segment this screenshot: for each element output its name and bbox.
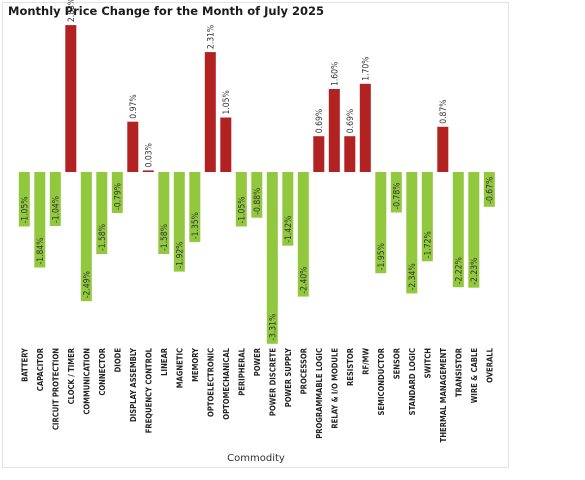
category-label-programmable-logic: PROGRAMMABLE LOGIC	[315, 348, 324, 439]
data-label-linear: -1.58%	[160, 224, 170, 251]
category-label-peripheral: PERIPHERAL	[237, 347, 246, 395]
bar-display-assembly	[127, 121, 139, 172]
category-label-circuit-protection: CIRCUIT PROTECTION	[51, 348, 60, 430]
category-label-display-assembly: DISPLAY ASSEMBLY	[129, 347, 138, 422]
bar-power	[251, 172, 263, 218]
data-label-display-assembly: 0.97%	[129, 94, 139, 118]
category-label-optomechanical: OPTOMECHANICAL	[222, 347, 231, 419]
data-label-switch: -1.72%	[423, 231, 433, 258]
category-label-semiconductor: SEMICONDUCTOR	[377, 347, 386, 415]
bar-magnetic	[173, 172, 185, 272]
category-label-communication: COMMUNICATION	[82, 348, 91, 415]
data-label-relay-i-o-module: 1.60%	[330, 62, 340, 86]
category-label-power-discrete: POWER DISCRETE	[268, 348, 277, 416]
bar-transistor	[452, 172, 464, 288]
category-label-overall: OVERALL	[485, 347, 494, 382]
category-label-switch: SWITCH	[423, 348, 432, 379]
bar-switch	[421, 172, 433, 262]
data-label-memory: -1.35%	[191, 212, 201, 239]
data-label-optoelectronic: 2.31%	[206, 25, 216, 49]
bar-communication	[80, 172, 92, 302]
data-label-frequency-control: 0.03%	[144, 143, 154, 167]
bar-resistor	[344, 136, 356, 172]
bar-sensor	[390, 172, 402, 213]
category-label-magnetic: MAGNETIC	[175, 348, 184, 388]
bar-linear	[158, 172, 170, 254]
data-label-circuit-protection: -1.04%	[51, 196, 61, 223]
data-label-optomechanical: 1.05%	[222, 90, 232, 114]
category-label-resistor: RESISTOR	[346, 347, 355, 386]
chart-title: Monthly Price Change for the Month of Ju…	[8, 4, 324, 18]
data-label-clock-timer: 2.83%	[67, 0, 77, 22]
data-label-resistor: 0.69%	[346, 109, 356, 133]
bar-memory	[189, 172, 201, 243]
category-label-linear: LINEAR	[160, 347, 169, 376]
bar-overall	[483, 172, 495, 207]
category-label-clock-timer: CLOCK / TIMER	[67, 347, 76, 404]
bar-processor	[297, 172, 309, 297]
category-label-standard-logic: STANDARD LOGIC	[408, 348, 417, 415]
category-label-rf-mw: RF/MW	[361, 348, 370, 375]
data-label-thermal-management: 0.87%	[439, 100, 449, 124]
category-label-transistor: TRANSISTOR	[454, 347, 463, 397]
category-label-diode: DIODE	[113, 348, 122, 373]
data-label-sensor: -0.78%	[392, 182, 402, 209]
data-label-power-discrete: -3.31%	[268, 314, 278, 341]
x-axis-title: Commodity	[227, 453, 285, 464]
bar-wire-cable	[468, 172, 480, 288]
category-label-processor: PROCESSOR	[299, 347, 308, 394]
data-label-connector: -1.58%	[98, 224, 108, 251]
data-label-standard-logic: -2.34%	[408, 263, 418, 290]
category-label-sensor: SENSOR	[392, 347, 401, 379]
data-label-overall: -0.67%	[485, 177, 495, 204]
data-label-power-supply: -1.42%	[284, 216, 294, 243]
data-label-semiconductor: -1.95%	[377, 243, 387, 270]
data-label-power: -0.88%	[253, 188, 263, 215]
bar-clock-timer	[65, 25, 77, 172]
bar-frequency-control	[142, 170, 154, 172]
bar-relay-i-o-module	[328, 89, 340, 172]
bar-standard-logic	[406, 172, 418, 294]
data-label-battery: -1.05%	[20, 196, 30, 223]
category-label-power: POWER	[253, 347, 262, 376]
category-labels-layer: BATTERY CAPACITOR CIRCUIT PROTECTION CLOCK …	[20, 347, 494, 442]
data-label-capacitor: -1.84%	[36, 237, 46, 264]
data-label-magnetic: -1.92%	[175, 242, 185, 269]
data-label-peripheral: -1.05%	[237, 196, 247, 223]
category-label-relay-i-o-module: RELAY & I/O MODULE	[330, 348, 339, 429]
bar-connector	[96, 172, 108, 254]
category-label-thermal-management: THERMAL MANAGEMENT	[439, 348, 448, 443]
data-label-processor: -2.40%	[299, 267, 309, 294]
bar-thermal-management	[437, 126, 449, 172]
data-labels-layer: -1.05% -1.84% -1.04% 2.83% -2.49% -1.58% -0.79…	[20, 0, 495, 341]
bar-power-discrete	[266, 172, 278, 344]
category-label-connector: CONNECTOR	[98, 347, 107, 395]
data-label-diode: -0.79%	[113, 183, 123, 210]
bar-peripheral	[235, 172, 247, 227]
bar-battery	[18, 172, 30, 227]
category-label-capacitor: CAPACITOR	[36, 347, 45, 391]
category-label-optoelectronic: OPTOELECTRONIC	[206, 348, 215, 417]
bar-circuit-protection	[49, 172, 61, 226]
bar-rf-mw	[359, 83, 371, 172]
bar-optomechanical	[220, 117, 232, 172]
category-label-wire-cable: WIRE & CABLE	[470, 348, 479, 404]
data-label-rf-mw: 1.70%	[361, 57, 371, 81]
category-label-battery: BATTERY	[20, 347, 29, 382]
data-label-transistor: -2.22%	[454, 257, 464, 284]
data-label-programmable-logic: 0.69%	[315, 109, 325, 133]
data-label-wire-cable: -2.23%	[470, 258, 480, 285]
bar-semiconductor	[375, 172, 387, 274]
bar-power-supply	[282, 172, 294, 246]
bars-layer	[18, 25, 495, 344]
data-label-communication: -2.49%	[82, 271, 92, 298]
category-label-memory: MEMORY	[191, 347, 200, 382]
category-label-frequency-control: FREQUENCY CONTROL	[144, 347, 153, 433]
category-label-power-supply: POWER SUPPLY	[284, 347, 293, 407]
bar-optoelectronic	[204, 52, 216, 172]
bar-diode	[111, 172, 123, 213]
bar-capacitor	[34, 172, 46, 268]
bar-programmable-logic	[313, 136, 325, 172]
